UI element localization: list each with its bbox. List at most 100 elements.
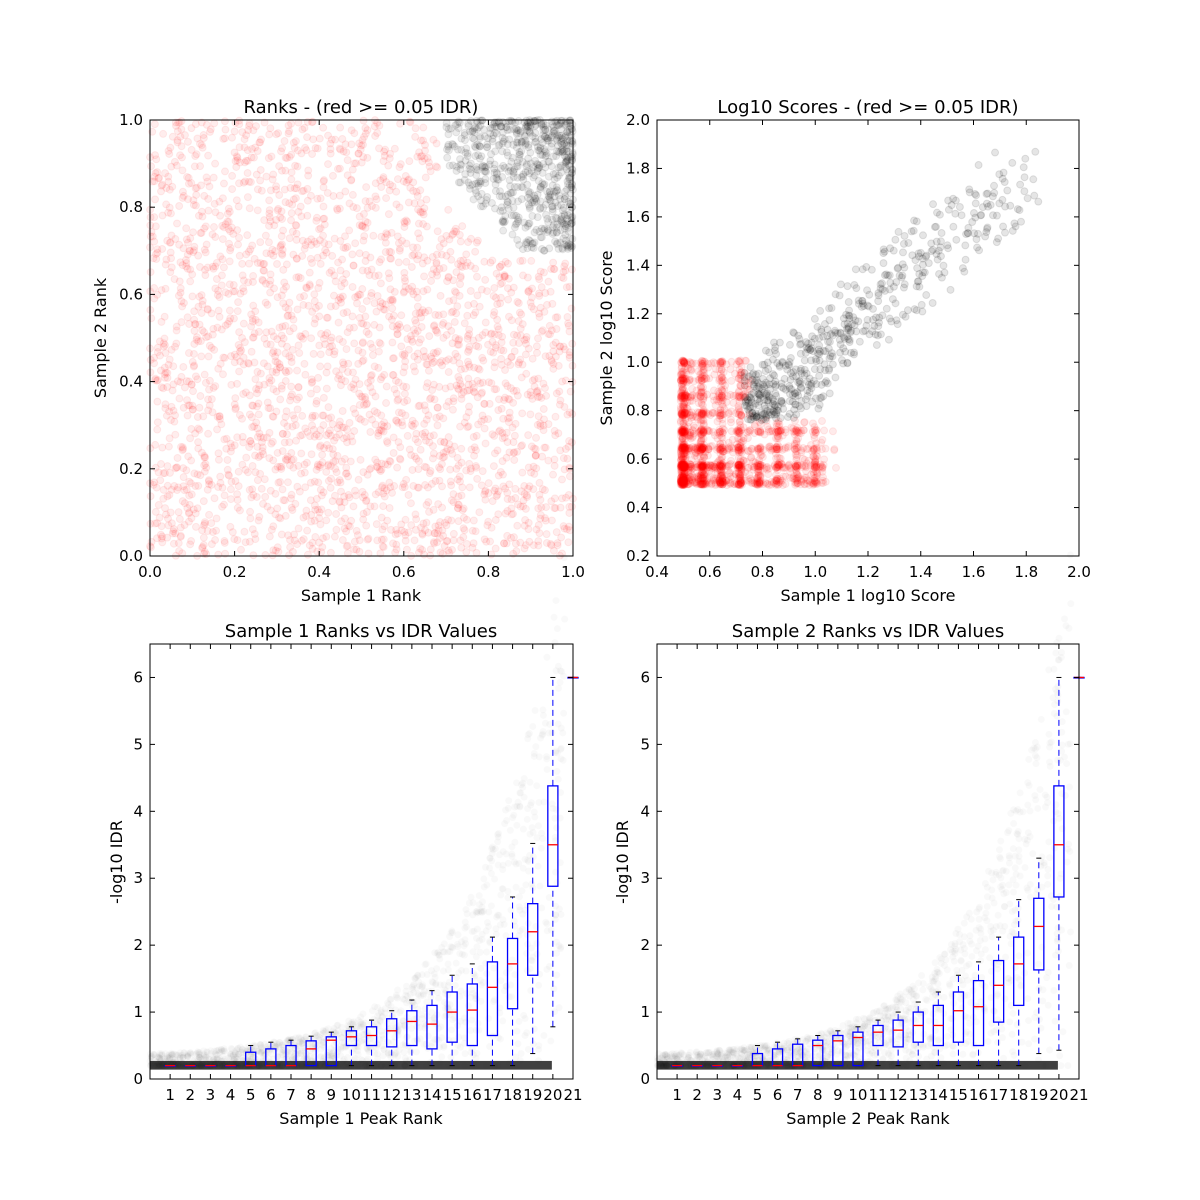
rank-point-red: [186, 234, 195, 243]
rank-point-red: [355, 380, 364, 389]
score-point-red: [791, 460, 800, 469]
rank-point-black: [536, 183, 545, 192]
rank-point-red: [425, 438, 434, 447]
rank-point-red: [326, 145, 335, 154]
rank-point-red: [471, 264, 480, 273]
score-point-red: [810, 426, 819, 435]
rank-point-red: [458, 222, 467, 231]
rank-point-red: [519, 496, 528, 505]
rank-point-red: [480, 490, 489, 499]
rank-point-red: [345, 493, 354, 502]
rank-point-red: [388, 338, 397, 347]
rank-point-red: [180, 383, 189, 392]
rank-point-red: [209, 264, 218, 273]
rank-point-red: [385, 154, 394, 163]
rank-point-red: [307, 450, 316, 459]
rank-point-red: [544, 277, 553, 286]
rank-point-red: [151, 195, 160, 204]
rank-point-red: [339, 423, 348, 432]
rank-point-red: [246, 514, 255, 523]
rank-point-red: [201, 378, 210, 387]
rank-point-red: [184, 401, 193, 410]
rank-point-red: [435, 476, 444, 485]
rank-point-red: [396, 119, 405, 128]
score-point-red: [810, 463, 819, 472]
rank-point-red: [415, 309, 424, 318]
rank-point-red: [355, 400, 364, 409]
rank-point-red: [208, 262, 217, 271]
rank-point-red: [162, 184, 171, 193]
rank-point-red: [339, 360, 348, 369]
rank-point-red: [390, 287, 399, 296]
rank-point-red: [225, 471, 234, 480]
rank-point-red: [381, 145, 390, 154]
rank-point-red: [430, 321, 439, 330]
rank-point-red: [277, 166, 286, 175]
rank-point-black: [526, 159, 535, 168]
score-point-red: [686, 358, 695, 367]
rank-point-black: [522, 123, 531, 132]
rank-point-red: [449, 296, 458, 305]
rank-point-red: [235, 367, 244, 376]
rank-point-red: [319, 214, 328, 223]
rank-point-red: [352, 526, 361, 535]
rank-point-red: [497, 338, 506, 347]
rank-point-red: [497, 260, 506, 269]
rank-point-red: [481, 328, 490, 337]
rank-point-red: [490, 449, 499, 458]
rank-point-red: [463, 311, 472, 320]
rank-point-red: [340, 279, 349, 288]
rank-point-red: [561, 266, 570, 275]
rank-point-red: [424, 306, 433, 315]
rank-point-red: [261, 492, 270, 501]
rank-point-red: [453, 260, 462, 269]
rank-point-red: [243, 231, 252, 240]
rank-point-red: [458, 263, 467, 272]
rank-point-red: [567, 304, 576, 313]
rank-point-red: [342, 345, 351, 354]
score-point-red: [818, 435, 827, 444]
rank-point-red: [274, 129, 283, 138]
rank-point-red: [469, 516, 478, 525]
rank-point-red: [332, 510, 341, 519]
rank-point-red: [308, 421, 317, 430]
rank-point-red: [319, 393, 328, 402]
rank-point-red: [170, 417, 179, 426]
rank-point-red: [459, 513, 468, 522]
rank-point-black: [547, 142, 556, 151]
rank-point-red: [208, 230, 217, 239]
rank-point-red: [358, 305, 367, 314]
rank-point-red: [248, 525, 257, 534]
rank-point-black: [565, 209, 574, 218]
rank-point-red: [518, 468, 527, 477]
rank-point-red: [196, 162, 205, 171]
rank-point-red: [293, 366, 302, 375]
rank-point-red: [472, 272, 481, 281]
rank-point-red: [408, 465, 417, 474]
rank-point-red: [309, 425, 318, 434]
rank-point-red: [400, 389, 409, 398]
rank-point-black: [553, 186, 562, 195]
rank-point-black: [560, 187, 569, 196]
rank-point-black: [460, 128, 469, 137]
rank-point-red: [303, 133, 312, 142]
rank-point-red: [200, 370, 209, 379]
rank-point-red: [265, 209, 274, 218]
rank-point-red: [160, 373, 169, 382]
rank-point-red: [437, 235, 446, 244]
score-point-red: [820, 426, 829, 435]
rank-point-red: [331, 302, 340, 311]
rank-point-red: [379, 543, 388, 552]
rank-point-red: [208, 408, 217, 417]
rank-point-red: [156, 530, 165, 539]
rank-point-red: [481, 439, 490, 448]
rank-point-red: [456, 237, 465, 246]
rank-point-red: [239, 276, 248, 285]
rank-point-red: [540, 384, 549, 393]
rank-point-red: [319, 334, 328, 343]
rank-point-red: [312, 239, 321, 248]
rank-point-red: [376, 467, 385, 476]
rank-point-red: [184, 452, 193, 461]
rank-point-red: [493, 322, 502, 331]
rank-point-red: [203, 305, 212, 314]
